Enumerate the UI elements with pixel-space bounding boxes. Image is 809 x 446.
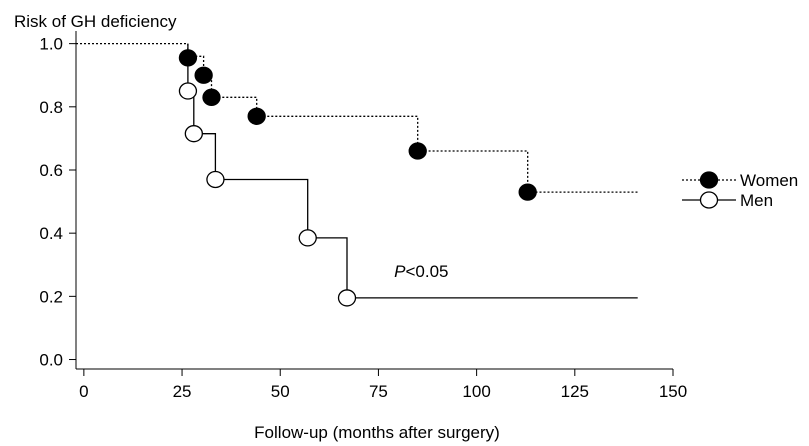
y-tick-label: 0.8 (39, 98, 63, 117)
plot-area (76, 42, 638, 307)
y-tick-label: 0.6 (39, 161, 63, 180)
y-tick-label: 0.4 (39, 224, 63, 243)
series-men-point (337, 289, 357, 307)
series-women-point (518, 183, 537, 201)
series-women-point (178, 49, 198, 67)
p-value-threshold: <0.05 (405, 262, 448, 281)
legend-women-label: Women (740, 171, 798, 190)
p-value-symbol: P (394, 262, 406, 281)
series-women-point (247, 107, 266, 125)
series-men-point (184, 125, 203, 143)
x-tick-label: 50 (271, 382, 290, 401)
legend-women-marker (699, 171, 719, 189)
series-women-point (408, 142, 427, 160)
series-women-point (202, 88, 221, 106)
y-tick-label: 0.0 (39, 351, 63, 370)
x-tick-label: 125 (561, 382, 589, 401)
series-women-point (194, 66, 213, 84)
legend-men-label: Men (740, 191, 773, 210)
x-tick-label: 150 (659, 382, 687, 401)
y-tick-label: 1.0 (39, 35, 63, 54)
legend-men-marker (699, 191, 719, 209)
series-men-point (206, 170, 225, 189)
series-men-line (187, 43, 638, 299)
x-tick-label: 0 (79, 382, 88, 401)
series-women-line (76, 42, 638, 193)
axes: 0 25 50 75 100 125 150 0.0 0.2 0.4 0.6 0.8 1.0 (39, 31, 687, 401)
chart-title: Risk of GH deficiency (14, 12, 177, 31)
y-tick-label: 0.2 (39, 287, 63, 306)
x-axis-label: Follow-up (months after surgery) (254, 423, 500, 442)
x-tick-label: 75 (369, 382, 388, 401)
p-value-annotation: P<0.05 (394, 262, 448, 281)
series-men-point (298, 229, 317, 247)
x-tick-label: 25 (173, 382, 192, 401)
series-men-point (178, 82, 198, 100)
x-tick-label: 100 (462, 382, 490, 401)
